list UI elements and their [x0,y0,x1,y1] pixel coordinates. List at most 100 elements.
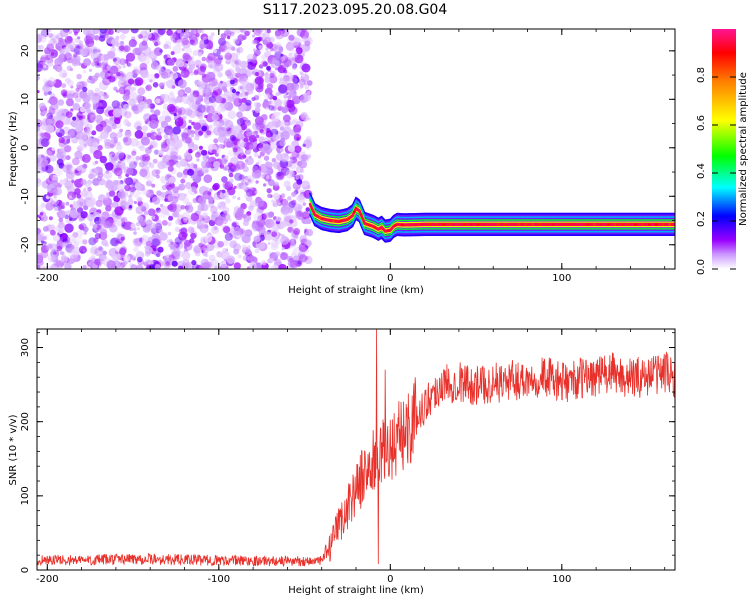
noise-blob [270,70,276,77]
noise-blob [206,71,216,81]
noise-blob [265,106,270,111]
noise-blob [62,244,66,248]
noise-blob [94,247,103,257]
noise-blob [233,185,237,189]
noise-blob [194,250,201,257]
noise-blob [134,130,144,139]
noise-blob [58,266,63,269]
noise-blob [207,52,216,62]
noise-blob [69,166,76,173]
noise-blob [188,93,197,103]
noise-blob [203,247,209,254]
noise-blob [118,86,127,95]
track-peak [366,223,370,227]
noise-blob [106,65,112,70]
noise-blob [292,181,301,190]
noise-blob [181,251,191,260]
noise-blob [245,83,250,88]
noise-blob [211,226,219,235]
noise-blob [83,58,92,67]
noise-blob [125,71,135,80]
noise-blob [247,245,251,249]
noise-blob [210,214,216,220]
noise-blob [288,52,293,57]
noise-blob [307,117,311,121]
noise-blob [204,114,208,119]
noise-blob [77,43,84,50]
noise-blob [124,86,133,94]
noise-blob [58,210,67,218]
track-band [308,210,675,240]
noise-blob [146,175,154,183]
noise-blob [96,62,100,66]
noise-blob [78,224,84,230]
noise-blob [255,134,260,139]
noise-blob [141,136,150,146]
noise-blob [245,175,255,185]
noise-blob [108,29,114,35]
noise-blob [92,142,96,146]
noise-blob [253,152,259,158]
noise-blob [91,75,99,82]
noise-blob [58,56,65,63]
noise-blob [169,241,177,250]
noise-blob [301,154,309,161]
noise-blob [190,212,199,222]
noise-blob [118,45,125,51]
noise-blob [64,262,72,269]
spectrogram-y-ticks: 20 10 0 -10 -20 [20,44,675,270]
noise-blob [269,120,276,127]
noise-blob [166,29,173,36]
noise-blob [226,133,231,137]
noise-blob [116,131,123,138]
track-peak [490,223,493,226]
noise-blob [169,131,173,135]
noise-blob [228,218,232,222]
noise-blob [196,209,202,215]
noise-blob [140,252,145,257]
noise-blob [229,135,236,142]
noise-blob [196,66,206,76]
noise-blob [141,239,148,246]
noise-blob [150,32,159,41]
noise-blob [172,186,179,193]
track-peak [586,223,589,226]
noise-blob [149,119,159,129]
noise-blob [244,229,253,237]
noise-blob [160,175,169,184]
noise-blob [201,149,208,156]
noise-blob [232,222,237,228]
noise-blob [266,29,271,34]
noise-blob [50,263,59,269]
noise-blob [208,202,215,208]
noise-blob [130,138,139,147]
noise-blob [60,89,68,97]
noise-blob [246,135,255,144]
noise-blob [243,137,249,143]
noise-blob [223,88,228,93]
track-peak [572,223,576,226]
noise-blob [104,196,108,200]
noise-blob [110,131,116,138]
noise-blob [163,68,173,78]
noise-blob [204,91,211,97]
noise-blob [264,72,269,78]
noise-blob [169,186,173,191]
noise-blob [104,179,114,189]
noise-blob [270,239,279,248]
noise-blob [193,122,202,130]
noise-blob [89,209,93,213]
noise-blob [265,71,269,75]
noise-blob [135,155,141,161]
noise-blob [119,247,127,256]
noise-blob [223,137,228,142]
noise-blob [281,167,286,172]
noise-blob [189,39,195,45]
noise-blob [213,55,223,65]
colorbar-tick-label: 0.0 [696,259,707,275]
noise-blob [53,199,60,205]
noise-blob [137,108,143,113]
noise-blob [254,248,260,254]
noise-blob [118,152,126,160]
noise-blob [269,258,274,263]
